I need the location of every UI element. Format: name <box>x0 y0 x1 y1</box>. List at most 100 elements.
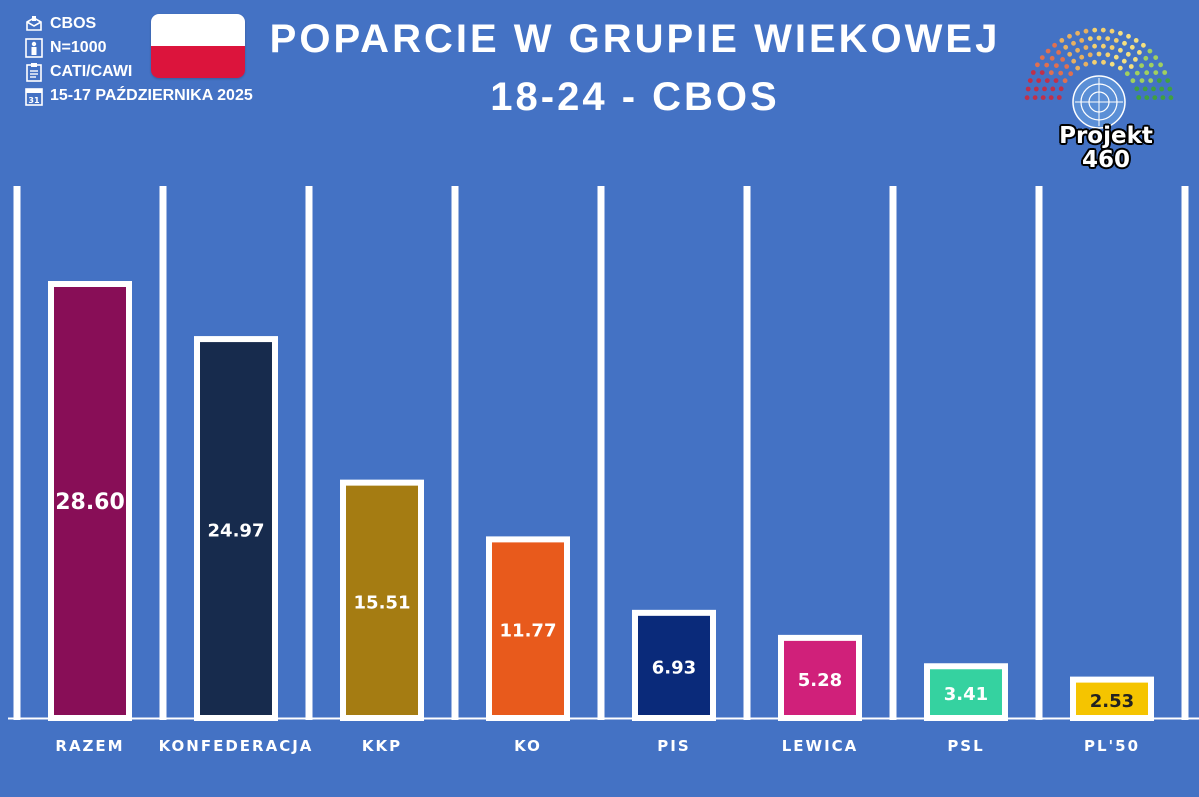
seat-dot <box>1096 51 1102 57</box>
pollster-label: CBOS <box>50 15 97 32</box>
data-label: 3.41 <box>944 684 988 705</box>
seat-dot <box>1050 86 1056 92</box>
seat-dot <box>1033 86 1039 92</box>
divider-line-6 <box>889 186 897 720</box>
logo-text-line2: 460 <box>1081 147 1130 173</box>
seat-dot <box>1137 50 1142 55</box>
seat-dot <box>1165 78 1171 83</box>
person-icon <box>24 38 44 58</box>
chart-title-line2: 18-24 - CBOS <box>490 75 780 119</box>
poll-meta: CBOS N=1000 CATI/CAWI 31 15-17 PAŹDZIERN… <box>24 12 253 108</box>
seat-dot <box>1048 95 1054 100</box>
divider-line-7 <box>1035 186 1043 720</box>
seat-dot <box>1162 70 1168 75</box>
seat-dot <box>1030 70 1036 75</box>
seat-dot <box>1024 95 1030 101</box>
dates-label: 15-17 PAŹDZIERNIKA 2025 <box>50 87 253 104</box>
seat-dot <box>1148 78 1154 83</box>
seat-dot <box>1125 51 1131 57</box>
category-label: KO <box>514 737 542 755</box>
seat-dot <box>1133 38 1139 43</box>
divider-line-2 <box>305 186 313 720</box>
seat-dot <box>1139 78 1145 83</box>
seat-dot <box>1109 28 1115 34</box>
seat-dot <box>1109 61 1115 67</box>
meta-method: CATI/CAWI <box>24 60 253 84</box>
bar-lewica <box>778 634 862 722</box>
category-label: PSL <box>947 737 984 755</box>
data-label: 5.28 <box>798 670 842 691</box>
seat-dot <box>1134 86 1140 92</box>
seat-dot <box>1075 30 1080 36</box>
seat-dot <box>1151 86 1156 92</box>
seat-dot <box>1153 55 1159 60</box>
seat-dot <box>1139 63 1144 68</box>
seat-dot <box>1122 40 1127 46</box>
seat-dot <box>1147 48 1153 54</box>
divider-line-8 <box>1181 186 1189 720</box>
seat-dot <box>1025 86 1031 92</box>
seat-dot <box>1083 45 1089 50</box>
data-label: 24.97 <box>208 521 265 542</box>
flag-red-stripe <box>151 46 245 78</box>
seat-dot <box>1071 58 1077 64</box>
seat-dot <box>1067 51 1073 57</box>
seat-dot <box>1113 54 1119 60</box>
seat-dot <box>1142 86 1148 92</box>
seat-dot <box>1056 50 1061 55</box>
seat-dot <box>1158 62 1163 68</box>
seat-dot <box>1087 36 1093 41</box>
category-label: PL'50 <box>1084 737 1140 755</box>
seat-dot <box>1032 95 1038 100</box>
bar-pis <box>632 609 716 721</box>
seat-dot <box>1092 43 1097 49</box>
seat-dot <box>1087 52 1093 58</box>
seat-dot <box>1036 78 1042 83</box>
seat-dot <box>1044 78 1050 83</box>
seat-dot <box>1124 71 1130 77</box>
seat-dot <box>1128 64 1134 69</box>
divider-line-4 <box>597 186 605 720</box>
seat-dot <box>1130 78 1136 84</box>
seat-dot <box>1105 36 1111 41</box>
seat-dot <box>1117 65 1123 71</box>
logo-text-line1: Projekt <box>1059 123 1153 149</box>
seat-dot <box>1159 86 1165 92</box>
seat-dot <box>1109 45 1115 50</box>
bar-razem <box>48 281 132 721</box>
seat-dot <box>1144 70 1150 76</box>
seat-dot <box>1039 70 1045 75</box>
seat-dot <box>1153 70 1159 75</box>
bar-kkp <box>340 479 424 721</box>
seat-dot <box>1118 47 1123 53</box>
seat-dot <box>1167 86 1173 92</box>
seat-dot <box>1079 54 1085 60</box>
seat-dot <box>1101 59 1106 65</box>
seat-dot <box>1144 95 1150 100</box>
seat-dot <box>1101 43 1106 49</box>
seat-dot <box>1068 71 1074 77</box>
seat-dot <box>1160 95 1166 100</box>
seat-dot <box>1071 40 1076 46</box>
seat-dot <box>1060 57 1065 62</box>
meta-pollster: CBOS <box>24 12 253 36</box>
seat-dot <box>1040 95 1046 100</box>
seat-dot <box>1064 64 1070 69</box>
sample-label: N=1000 <box>50 39 107 56</box>
seat-dot <box>1054 63 1059 68</box>
seat-dot <box>1148 62 1154 68</box>
seat-dot <box>1168 95 1174 101</box>
seat-dot <box>1062 78 1068 84</box>
category-label: RAZEM <box>55 737 124 755</box>
seat-dot <box>1039 55 1045 60</box>
divider-line-1 <box>159 186 167 720</box>
svg-text:31: 31 <box>28 96 40 105</box>
seat-dot <box>1113 38 1119 43</box>
seat-dot <box>1100 27 1106 33</box>
seat-dot <box>1083 61 1089 67</box>
flag-white-stripe <box>151 14 245 46</box>
bar-pl-50 <box>1070 676 1154 721</box>
data-label: 6.93 <box>652 657 696 678</box>
divider-line-0 <box>13 186 21 720</box>
seat-dot <box>1126 33 1131 39</box>
